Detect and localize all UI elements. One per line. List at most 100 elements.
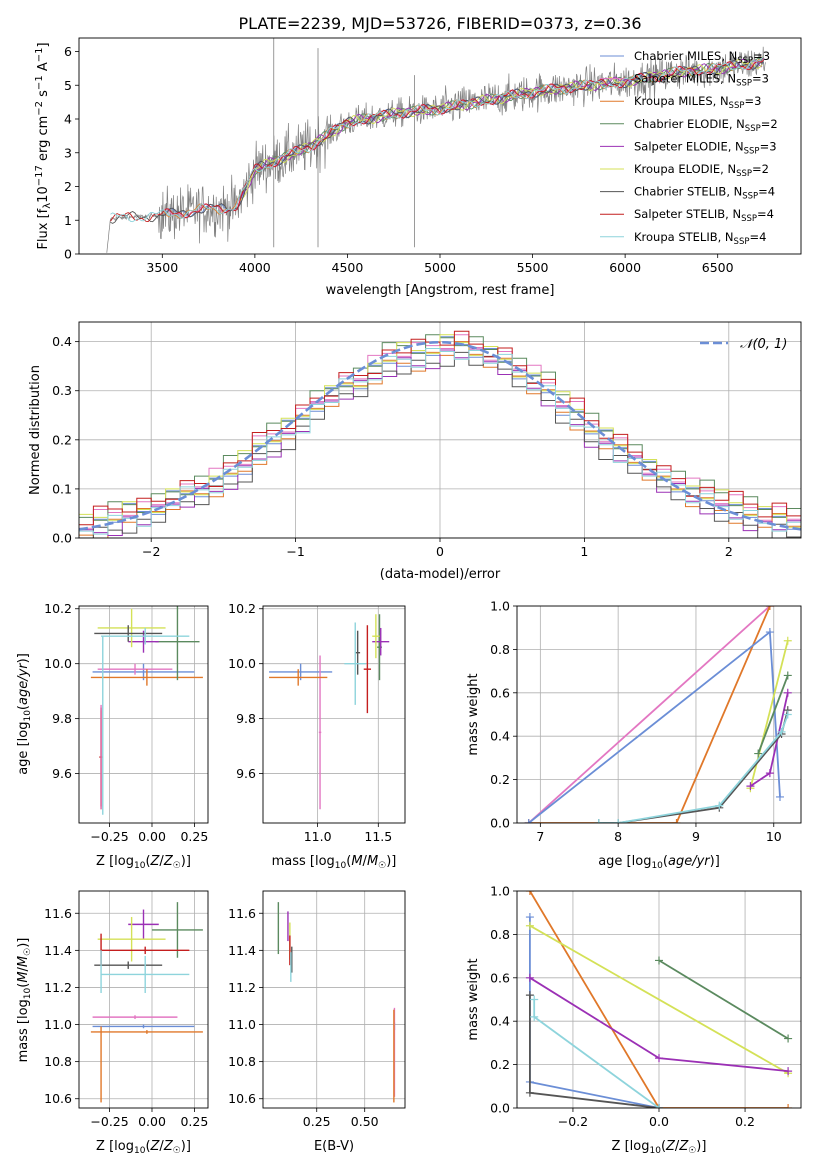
y-axis-label: mass [log10(M/M☉)] bbox=[16, 938, 33, 1063]
y-tick-label: 5 bbox=[64, 78, 72, 93]
x-tick-label: −0.2 bbox=[558, 1114, 588, 1129]
y-tick-label: 11.0 bbox=[44, 1017, 72, 1032]
legend-label: Salpeter ELODIE, NSSP=3 bbox=[634, 139, 777, 156]
x-axis-label: mass [log10(M/M☉)] bbox=[272, 854, 397, 871]
x-axis-label: age [log10(age/yr)] bbox=[598, 854, 720, 871]
weight-marker bbox=[655, 956, 663, 965]
y-tick-label: 11.0 bbox=[228, 1017, 256, 1032]
x-tick-label: 11.5 bbox=[364, 829, 392, 844]
plot-area bbox=[517, 606, 801, 823]
x-tick-label: 11.0 bbox=[304, 829, 332, 844]
x-tick-label: 6500 bbox=[702, 260, 734, 275]
axes-spectrum: 3500 4000 4500 5000 5500 6000 6500 0 1 2 3 4 5 6 wavel… bbox=[34, 37, 802, 298]
legend-label: Kroupa STELIB, NSSP=4 bbox=[634, 230, 766, 247]
y-tick-label: 9.6 bbox=[236, 766, 256, 781]
y-tick-label: 0 bbox=[64, 247, 72, 262]
y-tick-label: 0.1 bbox=[52, 481, 72, 496]
weight-marker bbox=[775, 792, 784, 801]
model-line-salpeter-stelib bbox=[110, 59, 764, 222]
weight-line bbox=[598, 714, 789, 823]
y-axis-label: Normed distribution bbox=[28, 365, 43, 495]
weight-marker bbox=[525, 991, 534, 1000]
weight-marker bbox=[525, 1088, 534, 1097]
x-axis-label: Z [log10(Z/Z☉)] bbox=[612, 1139, 707, 1156]
y-axis-label: mass weight bbox=[466, 673, 481, 755]
axes-frame bbox=[78, 321, 802, 539]
x-tick-label: −0.25 bbox=[90, 1114, 128, 1129]
x-tick-label: 0.00 bbox=[138, 829, 166, 844]
y-tick-label: 0.0 bbox=[490, 816, 510, 831]
x-tick-label: 3500 bbox=[146, 260, 178, 275]
hist-step-chabrier-stelib bbox=[79, 351, 801, 538]
axes-frame bbox=[78, 605, 209, 824]
y-tick-label: 9.6 bbox=[52, 766, 72, 781]
weight-marker bbox=[777, 727, 786, 736]
x-tick-label: 4500 bbox=[332, 260, 364, 275]
y-tick-label: 2 bbox=[64, 179, 72, 194]
y-tick-label: 0.6 bbox=[490, 685, 510, 700]
y-tick-label: 10.6 bbox=[44, 1091, 72, 1106]
x-tick-label: 4000 bbox=[239, 260, 271, 275]
model-line-kroupa-stelib bbox=[110, 55, 764, 223]
axes-frame bbox=[516, 605, 802, 824]
y-tick-label: 0.8 bbox=[490, 927, 510, 942]
y-tick-label: 0.3 bbox=[52, 383, 72, 398]
x-tick-label: 0.25 bbox=[180, 1114, 208, 1129]
weight-marker bbox=[784, 1104, 793, 1108]
y-axis-label: mass weight bbox=[466, 958, 481, 1040]
weight-marker bbox=[525, 921, 534, 930]
x-tick-label: 2 bbox=[725, 544, 733, 559]
y-tick-label: 1.0 bbox=[490, 884, 510, 899]
weight-line bbox=[749, 692, 789, 787]
spectrum-legend: Chabrier MILES, NSSP=3 Salpeter MILES, NS… bbox=[600, 49, 778, 247]
plot-area bbox=[517, 891, 801, 1108]
x-tick-label: −0.25 bbox=[90, 829, 128, 844]
y-tick-label: 10.2 bbox=[228, 601, 256, 616]
y-tick-label: 1.0 bbox=[490, 599, 510, 614]
plot-area bbox=[263, 606, 405, 823]
plot-area bbox=[106, 38, 766, 253]
y-tick-label: 0.6 bbox=[490, 970, 510, 985]
axes-mass-vs-EBV: 0.25 0.50 10.6 10.8 11.0 11.2 11.4 11.6 E(B-V) bbox=[228, 890, 406, 1154]
hist-step-kroupa-stelib bbox=[79, 348, 801, 535]
y-tick-label: 0.4 bbox=[490, 729, 510, 744]
y-tick-label: 11.2 bbox=[228, 980, 256, 995]
legend-label: Chabrier STELIB, NSSP=4 bbox=[634, 185, 775, 202]
axes-mass-weight-vs-age: 7 8 9 10 0.0 0.2 0.4 0.6 0.8 1.0 age [log10(age/yr… bbox=[466, 599, 802, 871]
y-tick-label: 11.6 bbox=[44, 906, 72, 921]
weight-line bbox=[757, 675, 789, 754]
legend-label: Kroupa MILES, NSSP=3 bbox=[634, 94, 761, 111]
axes-mass-weight-vs-Z: −0.2 0.0 0.2 0.0 0.2 0.4 0.6 0.8 1.0 Z [log10(Z/Z… bbox=[466, 884, 802, 1156]
x-tick-label: 0.0 bbox=[649, 1114, 669, 1129]
axes-mass-vs-Z: −0.25 0.00 0.25 10.6 10.8 11.0 11.2 11.4 11.6 Z [… bbox=[16, 890, 209, 1156]
weight-marker bbox=[655, 1104, 663, 1108]
weight-marker bbox=[783, 636, 792, 645]
axes-frame bbox=[262, 890, 406, 1109]
weight-line bbox=[529, 917, 660, 1108]
plot-area bbox=[79, 606, 208, 823]
x-tick-label: 8 bbox=[614, 829, 622, 844]
y-tick-label: 0.0 bbox=[490, 1101, 510, 1116]
weight-marker bbox=[524, 819, 533, 823]
weight-marker bbox=[784, 1067, 793, 1076]
hist-step-salpeter-stelib bbox=[79, 330, 801, 526]
legend-label: 𝒩(0, 1) bbox=[740, 337, 787, 352]
y-tick-label: 10.0 bbox=[44, 656, 72, 671]
weight-line bbox=[528, 606, 771, 823]
axes-age-vs-Z: −0.25 0.00 0.25 9.6 9.8 10.0 10.2 Z [log10(Z/Z☉… bbox=[16, 601, 209, 871]
x-tick-label: 0.25 bbox=[180, 829, 208, 844]
x-tick-label: 9 bbox=[692, 829, 700, 844]
weight-marker bbox=[530, 1012, 539, 1021]
x-tick-label: 5000 bbox=[424, 260, 456, 275]
weight-marker bbox=[594, 819, 603, 823]
weight-marker bbox=[783, 688, 792, 697]
y-tick-label: 6 bbox=[64, 44, 72, 59]
y-tick-label: 0.2 bbox=[490, 772, 510, 787]
y-tick-label: 10.8 bbox=[44, 1054, 72, 1069]
x-tick-label: 10 bbox=[766, 829, 782, 844]
x-tick-label: 7 bbox=[536, 829, 544, 844]
x-tick-label: 0.2 bbox=[735, 1114, 755, 1129]
weight-marker bbox=[715, 801, 724, 810]
y-tick-label: 0.4 bbox=[490, 1014, 510, 1029]
x-tick-label: 1 bbox=[580, 544, 588, 559]
